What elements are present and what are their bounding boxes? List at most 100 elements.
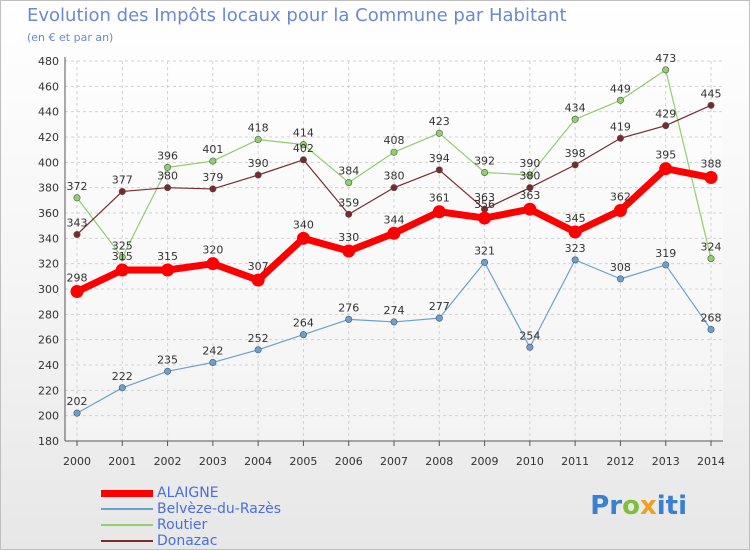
- data-point-donazac: [616, 134, 624, 142]
- data-label-donazac: 363: [474, 191, 495, 204]
- data-point-belv-ze-du-raz-s: [254, 346, 262, 354]
- data-label-routier: 414: [293, 127, 314, 140]
- data-label-donazac: 398: [565, 147, 586, 160]
- legend-item-alaigne: ALAIGNE: [101, 485, 281, 501]
- y-tick-label: 480: [38, 55, 59, 68]
- x-tick-label: 2002: [154, 455, 182, 468]
- data-label-routier: 423: [429, 115, 450, 128]
- data-label-donazac: 419: [610, 120, 631, 133]
- data-point-donazac: [73, 231, 81, 239]
- data-point-belv-ze-du-raz-s: [164, 367, 172, 375]
- data-point-belv-ze-du-raz-s: [390, 318, 398, 326]
- x-tick-label: 2006: [335, 455, 363, 468]
- data-point-donazac: [390, 184, 398, 192]
- data-label-donazac: 377: [112, 173, 133, 186]
- y-tick-label: 320: [38, 258, 59, 271]
- data-label-donazac: 359: [338, 196, 359, 209]
- data-label-belv-ze-du-raz-s: 222: [112, 370, 133, 383]
- data-point-donazac: [209, 185, 217, 193]
- y-tick-label: 380: [38, 182, 59, 195]
- data-point-belv-ze-du-raz-s: [526, 343, 534, 351]
- data-point-belv-ze-du-raz-s: [209, 358, 217, 366]
- data-point-alaigne: [704, 171, 718, 185]
- data-point-alaigne: [161, 263, 175, 277]
- data-label-alaigne: 361: [429, 192, 450, 205]
- data-label-routier: 401: [202, 143, 223, 156]
- data-point-donazac: [707, 101, 715, 109]
- data-point-routier: [481, 168, 489, 176]
- y-tick-label: 180: [38, 435, 59, 448]
- data-point-alaigne: [387, 226, 401, 240]
- x-tick-label: 2003: [199, 455, 227, 468]
- legend-item-donazac: Donazac: [101, 533, 281, 549]
- data-point-routier: [73, 194, 81, 202]
- data-point-alaigne: [613, 203, 627, 217]
- data-label-alaigne: 307: [248, 260, 269, 273]
- data-label-donazac: 380: [157, 170, 178, 183]
- data-point-alaigne: [70, 285, 84, 299]
- data-label-donazac: 380: [519, 170, 540, 183]
- data-label-alaigne: 315: [157, 250, 178, 263]
- data-point-routier: [662, 66, 670, 74]
- chart-title: Evolution des Impôts locaux pour la Comm…: [27, 5, 567, 26]
- data-label-donazac: 379: [202, 171, 223, 184]
- legend-swatch: [101, 489, 153, 497]
- data-point-donazac: [571, 161, 579, 169]
- data-point-belv-ze-du-raz-s: [299, 331, 307, 339]
- data-label-routier: 473: [655, 52, 676, 65]
- data-label-donazac: 394: [429, 152, 450, 165]
- data-point-routier: [118, 253, 126, 261]
- y-tick-label: 440: [38, 106, 59, 119]
- y-tick-label: 220: [38, 384, 59, 397]
- data-point-belv-ze-du-raz-s: [345, 315, 353, 323]
- data-label-routier: 434: [565, 101, 586, 114]
- data-point-belv-ze-du-raz-s: [616, 275, 624, 283]
- data-point-belv-ze-du-raz-s: [707, 326, 715, 334]
- data-label-alaigne: 345: [565, 212, 586, 225]
- data-point-routier: [616, 96, 624, 104]
- data-label-belv-ze-du-raz-s: 274: [384, 304, 405, 317]
- data-label-routier: 384: [338, 165, 359, 178]
- x-tick-label: 2010: [516, 455, 544, 468]
- x-tick-label: 2011: [561, 455, 589, 468]
- data-label-donazac: 343: [67, 217, 88, 230]
- data-label-routier: 390: [519, 157, 540, 170]
- data-point-routier: [299, 141, 307, 149]
- x-tick-label: 2008: [425, 455, 453, 468]
- data-label-alaigne: 340: [293, 218, 314, 231]
- data-label-belv-ze-du-raz-s: 242: [202, 344, 223, 357]
- chart-subtitle: (en € et par an): [27, 31, 114, 44]
- data-point-routier: [164, 163, 172, 171]
- data-point-alaigne: [342, 244, 356, 258]
- data-label-belv-ze-du-raz-s: 308: [610, 261, 631, 274]
- data-label-belv-ze-du-raz-s: 235: [157, 353, 178, 366]
- plot-area: [65, 61, 723, 441]
- data-point-donazac: [164, 184, 172, 192]
- legend-label: Routier: [157, 516, 208, 533]
- data-point-alaigne: [251, 273, 265, 287]
- legend-swatch: [101, 508, 153, 510]
- data-label-routier: 449: [610, 82, 631, 95]
- data-label-belv-ze-du-raz-s: 276: [338, 301, 359, 314]
- data-label-routier: 392: [474, 154, 495, 167]
- data-label-routier: 372: [67, 180, 88, 193]
- data-label-alaigne: 362: [610, 190, 631, 203]
- data-point-belv-ze-du-raz-s: [435, 314, 443, 322]
- data-label-donazac: 429: [655, 108, 676, 121]
- data-point-donazac: [345, 210, 353, 218]
- x-tick-label: 2005: [289, 455, 317, 468]
- x-tick-label: 2012: [606, 455, 634, 468]
- data-label-belv-ze-du-raz-s: 277: [429, 300, 450, 313]
- y-tick-label: 400: [38, 156, 59, 169]
- x-tick-label: 2007: [380, 455, 408, 468]
- legend-label: ALAIGNE: [157, 484, 219, 501]
- data-point-donazac: [254, 171, 262, 179]
- data-label-belv-ze-du-raz-s: 264: [293, 317, 314, 330]
- y-tick-label: 280: [38, 308, 59, 321]
- data-label-routier: 418: [248, 122, 269, 135]
- x-tick-label: 2014: [697, 455, 725, 468]
- data-label-belv-ze-du-raz-s: 254: [519, 329, 540, 342]
- x-tick-label: 2001: [108, 455, 136, 468]
- legend-item-belv-ze-du-raz-s: Belvèze-du-Razès: [101, 501, 281, 517]
